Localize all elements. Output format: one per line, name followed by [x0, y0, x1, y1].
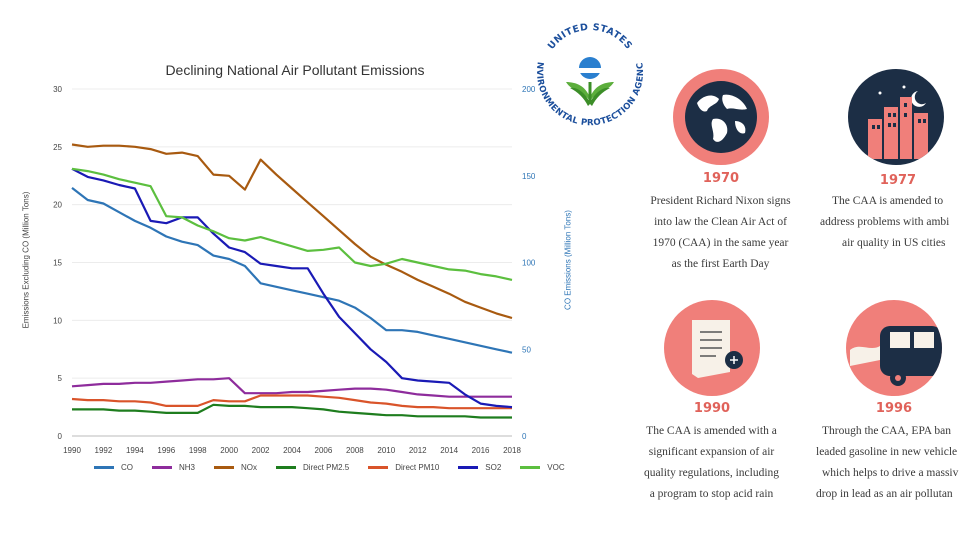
x-tick-label: 2012 — [409, 446, 427, 455]
legend-label: CO — [121, 463, 133, 472]
car-exhaust-icon — [846, 300, 942, 396]
legend-item: SO2 — [458, 463, 501, 472]
y-tick-label: 15 — [53, 259, 62, 268]
timeline-year-1977: 1977 — [879, 173, 917, 188]
emissions-chart: 0 5 10 15 20 25 30 0 50 100 150 200 1990 1992 1994 1996… — [53, 85, 536, 455]
legend-item: Direct PM10 — [368, 463, 439, 472]
legend-swatch — [458, 466, 479, 469]
y2-tick-label: 100 — [522, 259, 536, 268]
x-tick-label: 2004 — [283, 446, 301, 455]
chart-title: Declining National Air Pollutant Emissio… — [165, 62, 425, 78]
chart-legend: CO NH3 NOx Direct PM2.5 Direct PM10 SO2 VOC — [94, 463, 584, 472]
x-tick-label: 2016 — [472, 446, 490, 455]
legend-label: VOC — [547, 463, 565, 472]
timeline-text-1970: President Richard Nixon signs into law t… — [650, 195, 791, 270]
series-line-so2 — [71, 167, 513, 409]
x-tick-label: 2000 — [220, 446, 238, 455]
legend-label: SO2 — [485, 463, 502, 472]
legend-swatch — [368, 466, 389, 469]
y-tick-label: 20 — [53, 201, 62, 210]
legend-item: NH3 — [152, 463, 195, 472]
y2-tick-label: 0 — [522, 432, 527, 441]
timeline-text-1996: Through the CAA, EPA ban leaded gasoline… — [816, 425, 959, 500]
x-tick-label: 2014 — [440, 446, 458, 455]
x-tick-label: 2002 — [252, 446, 270, 455]
legend-item: CO — [94, 463, 133, 472]
x-tick-label: 1994 — [126, 446, 144, 455]
chart-grid — [72, 88, 512, 437]
chart-axes: 0 5 10 15 20 25 30 0 50 100 150 200 1990 1992 1994 1996… — [53, 85, 536, 455]
y-tick-label: 0 — [58, 432, 63, 441]
legend-swatch — [94, 466, 114, 469]
x-tick-label: 1996 — [157, 446, 175, 455]
legend-label: NH3 — [179, 463, 196, 472]
city-skyline-icon — [848, 69, 944, 165]
timeline-text-1990: The CAA is amended with a significant ex… — [643, 425, 780, 500]
legend-item: VOC — [520, 463, 565, 472]
legend-swatch — [152, 466, 172, 469]
legend-label: Direct PM10 — [395, 463, 440, 472]
x-tick-label: 2006 — [315, 446, 333, 455]
x-tick-label: 1998 — [189, 446, 207, 455]
y2-tick-label: 200 — [522, 85, 536, 94]
series-line-direct-pm10 — [71, 394, 512, 410]
x-tick-label: 2018 — [503, 446, 521, 455]
y-tick-label: 10 — [53, 316, 62, 325]
series-line-voc — [71, 167, 513, 281]
legend-label: NOx — [241, 463, 258, 472]
timeline-text-1977: The CAA is amended to address problems w… — [820, 195, 950, 249]
y2-tick-label: 50 — [522, 345, 531, 354]
x-tick-label: 1990 — [63, 446, 81, 455]
legend-label: Direct PM2.5 — [303, 463, 350, 472]
chart-series — [71, 143, 513, 419]
x-tick-label: 2008 — [346, 446, 364, 455]
series-line-nox — [71, 143, 513, 320]
series-line-nh3 — [71, 377, 512, 398]
legend-swatch — [520, 466, 541, 469]
series-line-co — [71, 187, 513, 354]
y2-tick-label: 150 — [522, 172, 536, 181]
epa-seal-logo: UNITED STATES ENVIRONMENTAL PROTECTION A… — [526, 12, 646, 128]
legend-item: Direct PM2.5 — [276, 463, 349, 472]
y2-axis-label: CO Emissions (Million Tons) — [563, 210, 573, 310]
legend-swatch — [276, 466, 297, 469]
series-line-direct-pm2-5 — [72, 403, 512, 419]
x-tick-label: 1992 — [95, 446, 113, 455]
y-tick-label: 25 — [53, 143, 62, 152]
legend-swatch — [214, 466, 235, 469]
y-axis-label: Emissions Excluding CO (Million Tons) — [21, 191, 31, 329]
legend-item: NOx — [214, 463, 257, 472]
timeline-year-1996: 1996 — [875, 401, 913, 416]
timeline-year-1990: 1990 — [693, 401, 731, 416]
document-scroll-icon — [664, 300, 760, 396]
y-tick-label: 30 — [53, 85, 62, 94]
y-tick-label: 5 — [58, 374, 63, 383]
x-tick-label: 2010 — [377, 446, 395, 455]
timeline-year-1970: 1970 — [702, 171, 740, 186]
earth-globe-icon — [673, 69, 769, 165]
